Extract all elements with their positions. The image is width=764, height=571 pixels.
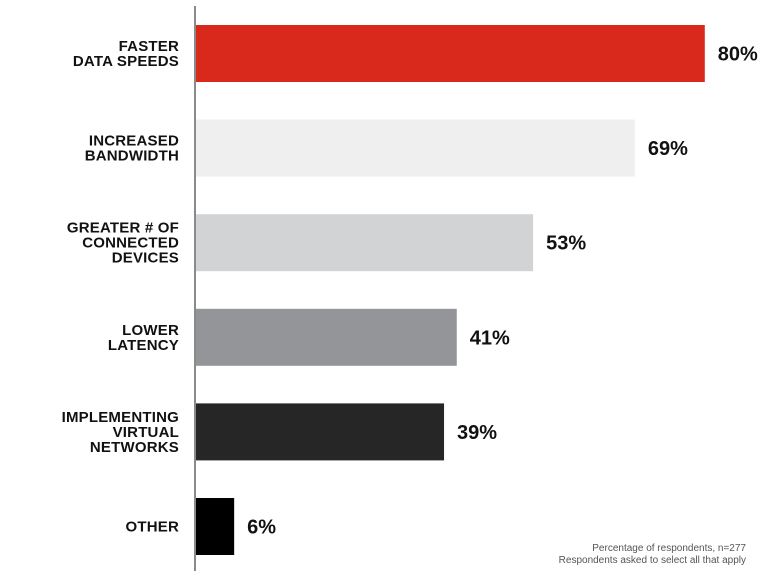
- bar-4: [196, 403, 445, 461]
- category-label-5: OTHER: [126, 519, 180, 536]
- category-label-line: LOWER: [122, 322, 179, 339]
- category-label-line: GREATER # OF: [67, 220, 179, 237]
- category-label-line: LATENCY: [108, 337, 179, 354]
- bar-1: [196, 119, 635, 177]
- category-label-2: GREATER # OF CONNECTED DEVICES: [67, 220, 179, 267]
- footnote-line-1: Percentage of respondents, n=277: [592, 543, 746, 554]
- category-label-0: FASTER DATA SPEEDS: [73, 38, 179, 70]
- value-label-4: 39%: [457, 422, 497, 444]
- category-label-line: NETWORKS: [90, 439, 179, 456]
- category-label-line: INCREASED: [89, 133, 179, 150]
- category-label-line: OTHER: [126, 519, 180, 536]
- bar-0: [196, 25, 705, 82]
- category-label-line: BANDWIDTH: [85, 148, 179, 165]
- value-label-0: 80%: [718, 44, 758, 66]
- value-label-2: 53%: [546, 233, 586, 255]
- category-label-line: DATA SPEEDS: [73, 53, 179, 70]
- category-label-line: CONNECTED: [82, 235, 179, 252]
- category-label-3: LOWER LATENCY: [108, 322, 179, 354]
- category-label-1: INCREASED BANDWIDTH: [85, 133, 179, 165]
- category-label-line: FASTER: [119, 38, 179, 55]
- footnote-line-2: Respondents asked to select all that app…: [558, 555, 746, 566]
- bar-3: [196, 308, 457, 366]
- category-label-4: IMPLEMENTING VIRTUAL NETWORKS: [62, 409, 179, 456]
- footnote: Percentage of respondents, n=277 Respond…: [559, 543, 746, 567]
- value-label-1: 69%: [648, 138, 688, 160]
- value-label-5: 6%: [247, 517, 276, 539]
- category-label-line: IMPLEMENTING: [62, 409, 179, 426]
- category-label-line: DEVICES: [112, 250, 179, 267]
- bar-5: [196, 498, 235, 555]
- value-label-3: 41%: [470, 327, 510, 349]
- bar-2: [196, 214, 534, 272]
- category-label-line: VIRTUAL: [113, 424, 179, 441]
